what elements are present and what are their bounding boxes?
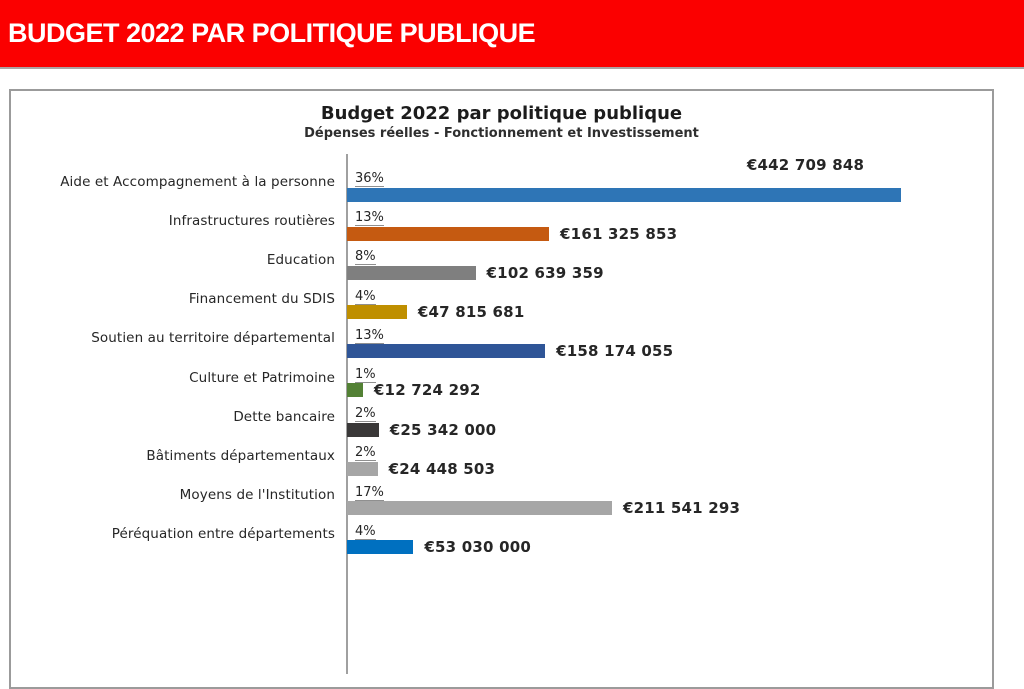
category-label: Dette bancaire (233, 408, 335, 425)
bar (347, 501, 612, 515)
bar-line: €102 639 359 (347, 263, 992, 282)
plot-cell: 4% €47 815 681 (347, 276, 992, 321)
plot-cell: 13% €161 325 853 (347, 197, 992, 243)
value-label: €211 541 293 (622, 499, 741, 517)
percent-label: 4% (355, 523, 376, 540)
percent-label: 2% (355, 406, 376, 423)
bar-line (347, 187, 992, 202)
plot-cell: 17% €211 541 293 (347, 472, 992, 517)
value-label: €161 325 853 (560, 224, 678, 243)
bar-line: €53 030 000 (347, 538, 992, 557)
category-label: Aide et Accompagnement à la personne (60, 173, 335, 190)
bar-chart: Aide et Accompagnement à la personne 36%… (11, 154, 992, 674)
bar (347, 540, 414, 555)
plot-cell: 4% €53 030 000 (347, 511, 992, 556)
bar (347, 265, 476, 280)
category-label: Bâtiments départementaux (146, 447, 335, 464)
bar-line: €47 815 681 (347, 303, 992, 322)
percent-label: 36% (355, 171, 384, 187)
value-label: €158 174 055 (556, 342, 674, 361)
value-label: €442 709 848 (746, 156, 865, 174)
plot-cell: 13% €158 174 055 (347, 315, 992, 360)
percent-label: 4% (355, 288, 376, 305)
bar (347, 461, 378, 476)
chart-row: Culture et Patrimoine 1% €12 724 292 (11, 354, 992, 400)
value-label: €12 724 292 (373, 381, 481, 400)
percent-label: 2% (355, 445, 376, 462)
bar-line: €25 342 000 (347, 420, 992, 439)
category-label: Soutien au territoire départemental (91, 330, 335, 347)
bar (347, 344, 546, 359)
value-label: €102 639 359 (486, 263, 604, 282)
bar (347, 383, 363, 398)
banner-title: BUDGET 2022 PAR POLITIQUE PUBLIQUE (8, 18, 536, 48)
bar (347, 226, 550, 241)
bar (347, 422, 379, 437)
chart-subtitle: Dépenses réelles - Fonctionnement et Inv… (304, 126, 699, 141)
bar-line: €211 541 293 (347, 499, 992, 517)
value-label: €53 030 000 (424, 538, 531, 557)
category-label: Infrastructures routières (168, 212, 335, 229)
bar (347, 305, 407, 320)
chart-row: Education 8% €102 639 359 (11, 236, 992, 282)
plot-cell: 36% €442 709 848 (347, 156, 992, 202)
header-banner: BUDGET 2022 PAR POLITIQUE PUBLIQUE (0, 0, 1024, 69)
axis-line (346, 154, 348, 674)
bar-line: €158 174 055 (347, 342, 992, 361)
category-label: Education (266, 251, 335, 268)
percent-label: 17% (355, 484, 384, 501)
value-label: €47 815 681 (417, 303, 525, 322)
value-label: €24 448 503 (388, 459, 496, 478)
chart-title: Budget 2022 par politique publique (320, 103, 683, 124)
plot-cell: 1% €12 724 292 (347, 354, 992, 399)
chart-panel: Budget 2022 par politique publique Dépen… (9, 89, 994, 689)
category-label: Culture et Patrimoine (189, 369, 335, 386)
chart-row: Infrastructures routières 13% €161 325 8… (11, 197, 992, 243)
chart-row: Dette bancaire 2% €25 342 000 (11, 393, 992, 439)
chart-row: Financement du SDIS 4% €47 815 681 (11, 276, 992, 322)
bar-line: €12 724 292 (347, 381, 992, 400)
chart-row: Aide et Accompagnement à la personne 36%… (11, 156, 992, 202)
chart-row: Moyens de l'Institution 17% €211 541 293 (11, 472, 992, 518)
plot-cell: 8% €102 639 359 (347, 236, 992, 282)
category-label: Financement du SDIS (188, 291, 335, 308)
percent-label: 13% (355, 327, 384, 344)
plot-cell: 2% €24 448 503 (347, 432, 992, 478)
chart-row: Bâtiments départementaux 2% €24 448 503 (11, 432, 992, 478)
bar-line: €24 448 503 (347, 459, 992, 478)
percent-label: 13% (355, 210, 384, 227)
percent-label: 1% (355, 366, 376, 383)
plot-cell: 2% €25 342 000 (347, 393, 992, 439)
category-label: Péréquation entre départements (111, 526, 335, 543)
chart-row: Soutien au territoire départemental 13% … (11, 315, 992, 361)
bar (347, 187, 902, 202)
percent-label: 8% (355, 249, 376, 266)
bar-line: €161 325 853 (347, 224, 992, 243)
chart-row: Péréquation entre départements 4% €53 03… (11, 511, 992, 557)
value-label: €25 342 000 (389, 420, 497, 439)
category-label: Moyens de l'Institution (179, 487, 335, 504)
